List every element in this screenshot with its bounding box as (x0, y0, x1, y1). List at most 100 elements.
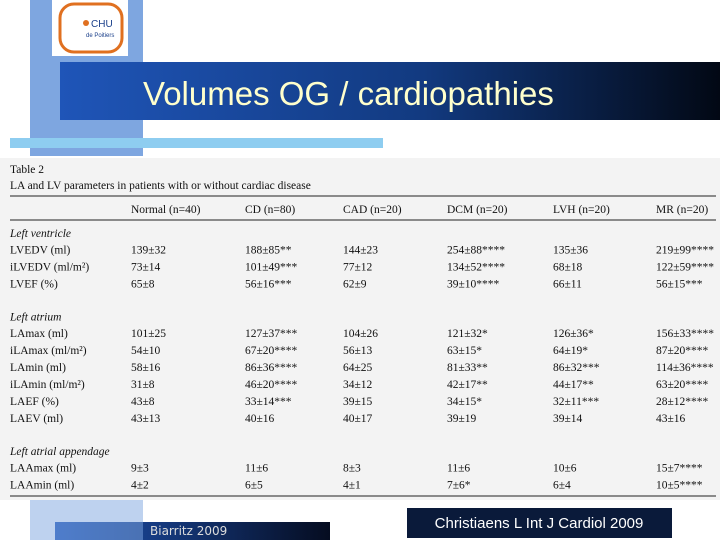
cell: 121±32* (447, 328, 488, 340)
logo-dot (83, 20, 89, 26)
cell: 4±2 (131, 480, 149, 492)
cell: 10±5**** (656, 480, 703, 492)
cell: 8±3 (343, 463, 361, 475)
cell: 6±4 (553, 480, 571, 492)
citation-box (407, 508, 672, 538)
cell: 64±19* (553, 345, 588, 357)
cell: 43±8 (131, 396, 155, 408)
cell: 101±49*** (245, 262, 298, 274)
row-label: LAmin (ml) (10, 362, 66, 374)
cell: 58±16 (131, 362, 161, 374)
cell: 9±3 (131, 463, 149, 475)
row-label: LAEF (%) (10, 396, 59, 408)
cell: 86±36**** (245, 362, 298, 374)
cell: 56±15*** (656, 279, 703, 291)
cell: 43±16 (656, 413, 686, 425)
cell: 134±52**** (447, 262, 505, 274)
column-header: CAD (n=20) (343, 204, 402, 216)
citation: Christiaens L Int J Cardiol 2009 (435, 515, 644, 532)
cell: 44±17** (553, 379, 594, 391)
cell: 156±33**** (656, 328, 714, 340)
cell: 46±20**** (245, 379, 298, 391)
column-header: Normal (n=40) (131, 204, 201, 216)
cell: 40±17 (343, 413, 373, 425)
row-label: LVEDV (ml) (10, 245, 71, 257)
cell: 86±32*** (553, 362, 600, 374)
footer-band (30, 500, 143, 540)
cell: 40±16 (245, 413, 275, 425)
cell: 11±6 (447, 463, 470, 475)
cell: 28±12**** (656, 396, 709, 408)
cell: 114±36**** (656, 362, 714, 374)
row-label: LVEF (%) (10, 279, 58, 291)
section-heading: Left ventricle (9, 228, 71, 240)
cell: 126±36* (553, 328, 594, 340)
cell: 254±88**** (447, 245, 505, 257)
cell: 42±17** (447, 379, 488, 391)
cell: 144±23 (343, 245, 378, 257)
cell: 7±6* (447, 480, 471, 492)
cell: 73±14 (131, 262, 161, 274)
table-subtitle: LA and LV parameters in patients with or… (10, 180, 311, 192)
row-label: iLAmax (ml/m²) (10, 345, 87, 357)
cell: 54±10 (131, 345, 161, 357)
cell: 31±8 (131, 379, 155, 391)
cell: 62±9 (343, 279, 367, 291)
column-header: CD (n=80) (245, 204, 295, 216)
cell: 63±20**** (656, 379, 709, 391)
cell: 67±20**** (245, 345, 298, 357)
row-label: LAAmax (ml) (10, 463, 76, 475)
cell: 66±11 (553, 279, 582, 291)
cell: 39±10**** (447, 279, 500, 291)
column-header: MR (n=20) (656, 204, 708, 216)
cell: 122±59**** (656, 262, 714, 274)
cell: 68±18 (553, 262, 583, 274)
cell: 87±20**** (656, 345, 709, 357)
cell: 65±8 (131, 279, 155, 291)
cell: 63±15* (447, 345, 482, 357)
cell: 101±25 (131, 328, 166, 340)
column-header: DCM (n=20) (447, 204, 508, 216)
cell: 6±5 (245, 480, 263, 492)
cell: 81±33** (447, 362, 488, 374)
cell: 104±26 (343, 328, 378, 340)
table-caption: Table 2 (10, 164, 44, 176)
cell: 15±7**** (656, 463, 703, 475)
cell: 4±1 (343, 480, 361, 492)
cell: 139±32 (131, 245, 166, 257)
logo-text: de Poitiers (86, 33, 114, 39)
row-label: LAEV (ml) (10, 413, 63, 425)
cell: 10±6 (553, 463, 577, 475)
cell: 43±13 (131, 413, 161, 425)
cell: 64±25 (343, 362, 373, 374)
slide-title: Volumes OG / cardiopathies (143, 75, 554, 112)
cell: 39±19 (447, 413, 477, 425)
logo-frame (58, 2, 124, 54)
row-label: iLAmin (ml/m²) (10, 379, 85, 391)
footer-left: Biarritz 2009 (150, 524, 227, 538)
cell: 127±37*** (245, 328, 298, 340)
cell: 11±6 (245, 463, 268, 475)
row-label: iLVEDV (ml/m²) (10, 262, 89, 274)
cell: 56±16*** (245, 279, 292, 291)
cell: 77±12 (343, 262, 373, 274)
cell: 34±12 (343, 379, 373, 391)
title-bar (60, 62, 720, 120)
accent-bar (10, 138, 383, 148)
section-heading: Left atrium (9, 312, 61, 324)
row-label: LAAmin (ml) (10, 480, 74, 492)
cell: 39±14 (553, 413, 583, 425)
cell: 34±15* (447, 396, 482, 408)
cell: 39±15 (343, 396, 373, 408)
column-header: LVH (n=20) (553, 204, 610, 216)
logo-text: CHU (91, 19, 113, 30)
cell: 188±85** (245, 245, 292, 257)
cell: 135±36 (553, 245, 588, 257)
cell: 32±11*** (553, 396, 599, 408)
cell: 219±99**** (656, 245, 714, 257)
table-image (0, 158, 720, 500)
section-heading: Left atrial appendage (9, 446, 110, 458)
cell: 33±14*** (245, 396, 292, 408)
